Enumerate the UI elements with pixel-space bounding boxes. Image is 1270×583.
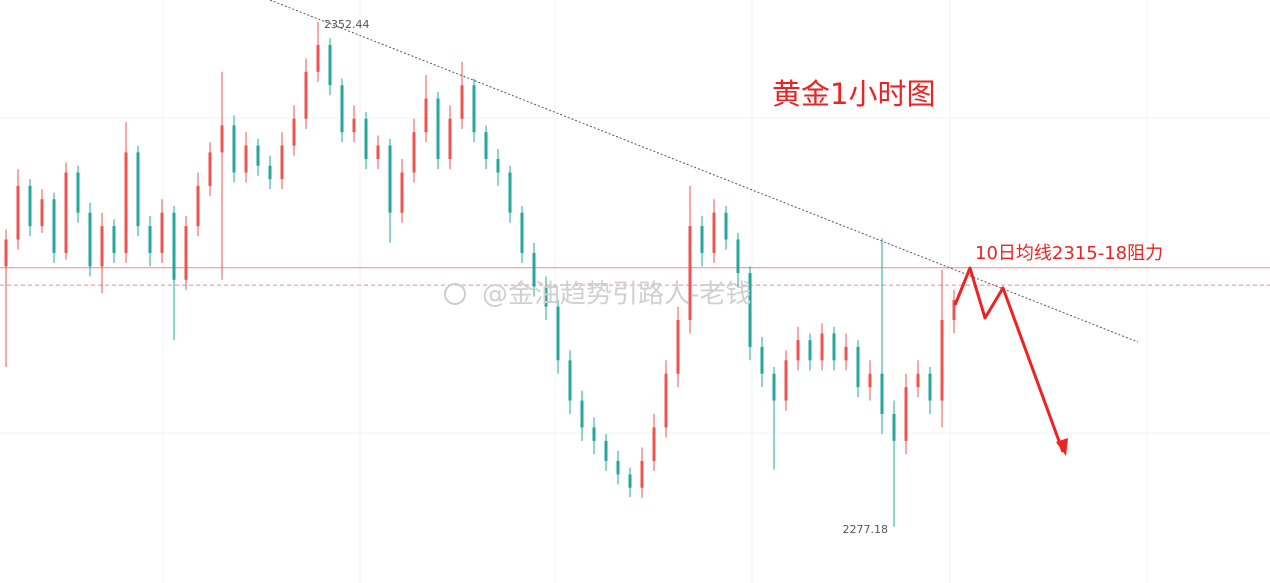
candle-body <box>400 172 404 213</box>
candle-body <box>676 320 680 374</box>
candle-body <box>532 252 536 287</box>
candle-body <box>28 185 32 227</box>
candle-body <box>472 85 476 133</box>
watermark-icon <box>444 283 466 305</box>
candle-body <box>376 145 380 160</box>
candle-body <box>748 273 752 347</box>
candle-body <box>196 185 200 227</box>
candle-body <box>328 44 332 86</box>
candle-body <box>868 373 872 388</box>
candle-body <box>892 413 896 441</box>
candle-body <box>232 125 236 173</box>
candle-body <box>952 299 956 321</box>
candle-body <box>424 98 428 133</box>
candles <box>0 21 1270 527</box>
candle-body <box>484 132 488 160</box>
candle-body <box>928 373 932 401</box>
candle-body <box>52 199 56 253</box>
candle-body <box>304 71 308 119</box>
candle-body <box>364 118 368 160</box>
candle-body <box>184 226 188 280</box>
candle-body <box>448 118 452 160</box>
candle-body <box>508 172 512 213</box>
candle-body <box>796 340 800 361</box>
forecast-arrow <box>953 266 1065 453</box>
candle-body <box>40 199 44 227</box>
candle-body <box>604 440 608 461</box>
watermark: @金油趋势引路人-老钱 <box>482 280 751 310</box>
candle-body <box>460 85 464 119</box>
candle-body <box>160 212 164 253</box>
candle-body <box>940 320 944 401</box>
candle-body <box>544 286 548 307</box>
high-label: 2352.44 <box>324 18 370 31</box>
candle-body <box>556 306 560 361</box>
trendline <box>269 0 1139 343</box>
candle-body <box>592 427 596 441</box>
chart-title: 黄金1小时图 <box>772 77 935 111</box>
candle-body <box>856 346 860 388</box>
candle-body <box>784 360 788 401</box>
candle-body <box>256 145 260 166</box>
candle-body <box>760 346 764 374</box>
candle-body <box>832 333 836 361</box>
candle-body <box>844 346 848 361</box>
candle-body <box>568 360 572 401</box>
candle-body <box>316 44 320 72</box>
annotation: 10日均线2315-18阻力 <box>975 243 1163 264</box>
candle-body <box>664 373 668 428</box>
candle-body <box>916 373 920 388</box>
candle-body <box>520 212 524 253</box>
candle-body <box>496 159 500 173</box>
candle-body <box>16 185 20 240</box>
candle-body <box>292 118 296 146</box>
candle-body <box>808 340 812 361</box>
candle-body <box>172 212 176 280</box>
candle-body <box>616 460 620 475</box>
candle-body <box>112 226 116 253</box>
candle-body <box>4 239 8 267</box>
candle-body <box>652 427 656 461</box>
candle-body <box>880 373 884 414</box>
candle-body <box>580 400 584 428</box>
candle-body <box>280 145 284 180</box>
candle-body <box>244 145 248 173</box>
candle-body <box>772 373 776 401</box>
candle-body <box>700 226 704 253</box>
candle-body <box>712 212 716 253</box>
candle-body <box>904 387 908 441</box>
candle-body <box>628 474 632 488</box>
candle-body <box>820 333 824 361</box>
candle-body <box>148 226 152 253</box>
candle-body <box>136 152 140 227</box>
candle-body <box>124 152 128 253</box>
candle-body <box>64 172 68 253</box>
candle-body <box>640 460 644 488</box>
candle-body <box>100 226 104 267</box>
candle-body <box>724 212 728 240</box>
candle-body <box>268 165 272 180</box>
candle-body <box>76 172 80 213</box>
candle-body <box>208 152 212 186</box>
arrow-head <box>1056 438 1068 456</box>
candle-body <box>736 239 740 274</box>
candle-body <box>436 98 440 160</box>
candle-body <box>388 145 392 213</box>
candle-body <box>220 125 224 153</box>
candle-body <box>340 85 344 133</box>
low-label: 2277.18 <box>843 523 889 536</box>
candle-body <box>412 132 416 173</box>
candle-body <box>688 226 692 321</box>
candle-body <box>352 118 356 133</box>
candle-body <box>88 212 92 267</box>
